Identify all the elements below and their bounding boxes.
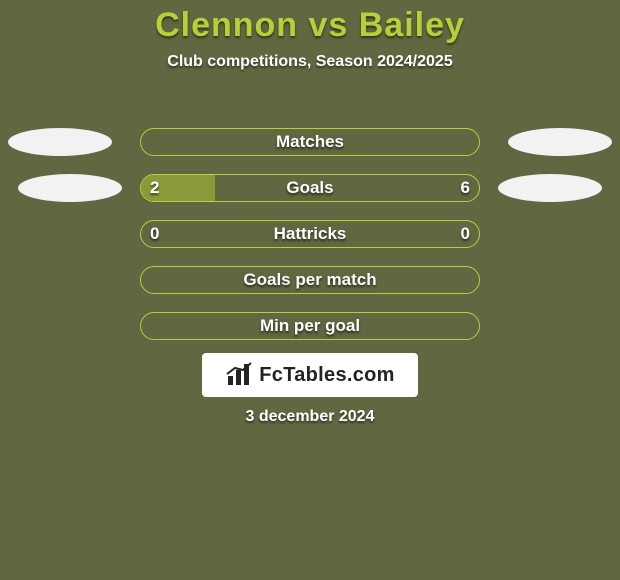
logo-text: FcTables.com [259, 364, 395, 387]
stat-row: Min per goal [0, 304, 620, 350]
date-label: 3 december 2024 [0, 408, 620, 426]
stat-bar-track [140, 312, 480, 340]
stat-value-right: 6 [461, 174, 470, 202]
stat-bar-track [140, 220, 480, 248]
stat-row: Goals per match [0, 258, 620, 304]
comparison-card: Clennon vs Bailey Club competitions, Sea… [0, 0, 620, 580]
stat-bar-track [140, 266, 480, 294]
bar-chart-icon [225, 362, 255, 388]
stat-row: Matches [0, 120, 620, 166]
player-oval-left [18, 174, 122, 202]
stat-bar-track [140, 128, 480, 156]
page-title: Clennon vs Bailey [0, 0, 620, 45]
stat-value-left: 0 [150, 220, 159, 248]
stat-value-right: 0 [461, 220, 470, 248]
subtitle: Club competitions, Season 2024/2025 [0, 53, 620, 71]
stat-bar-track [140, 174, 480, 202]
player-oval-right [508, 128, 612, 156]
stat-row: Goals26 [0, 166, 620, 212]
stat-value-left: 2 [150, 174, 159, 202]
logo-box: FcTables.com [202, 353, 418, 397]
stat-row: Hattricks00 [0, 212, 620, 258]
stat-rows: MatchesGoals26Hattricks00Goals per match… [0, 120, 620, 350]
player-oval-right [498, 174, 602, 202]
player-oval-left [8, 128, 112, 156]
